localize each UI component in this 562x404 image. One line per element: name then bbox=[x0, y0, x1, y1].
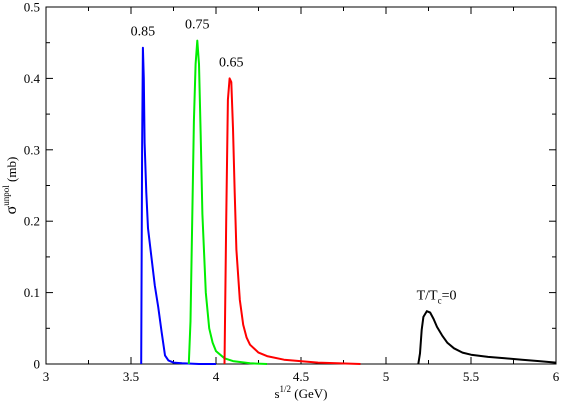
plot-frame bbox=[45, 6, 557, 365]
y-axis-label: σunpol (mb) bbox=[1, 157, 20, 215]
x-tick-label: 3 bbox=[43, 369, 50, 384]
series-line-0 bbox=[140, 46, 216, 365]
x-tick-label: 6 bbox=[553, 369, 560, 384]
x-tick-label: 5.5 bbox=[463, 369, 479, 384]
x-axis-label: s1/2 (GeV) bbox=[274, 384, 327, 401]
y-tick-label: 0 bbox=[34, 357, 41, 372]
series-line-1 bbox=[187, 39, 268, 365]
annotation-label-2: 0.65 bbox=[219, 55, 244, 70]
series-line-3 bbox=[417, 310, 557, 365]
y-tick-label: 0.1 bbox=[24, 285, 40, 300]
annotation-label-1: 0.75 bbox=[185, 17, 210, 32]
annotation-label-3: T/Tc=0 bbox=[417, 289, 457, 306]
y-tick-label: 0.3 bbox=[24, 142, 40, 157]
x-tick-label: 4 bbox=[213, 369, 220, 384]
x-tick-label: 3.5 bbox=[123, 369, 139, 384]
y-tick-label: 0.4 bbox=[24, 71, 41, 86]
annotation-label-0: 0.85 bbox=[131, 25, 156, 40]
y-tick-label: 0.2 bbox=[24, 214, 40, 229]
x-tick-label: 5 bbox=[383, 369, 390, 384]
series-line-2 bbox=[223, 77, 361, 365]
x-tick-label: 4.5 bbox=[293, 369, 309, 384]
y-tick-label: 0.5 bbox=[24, 0, 40, 15]
